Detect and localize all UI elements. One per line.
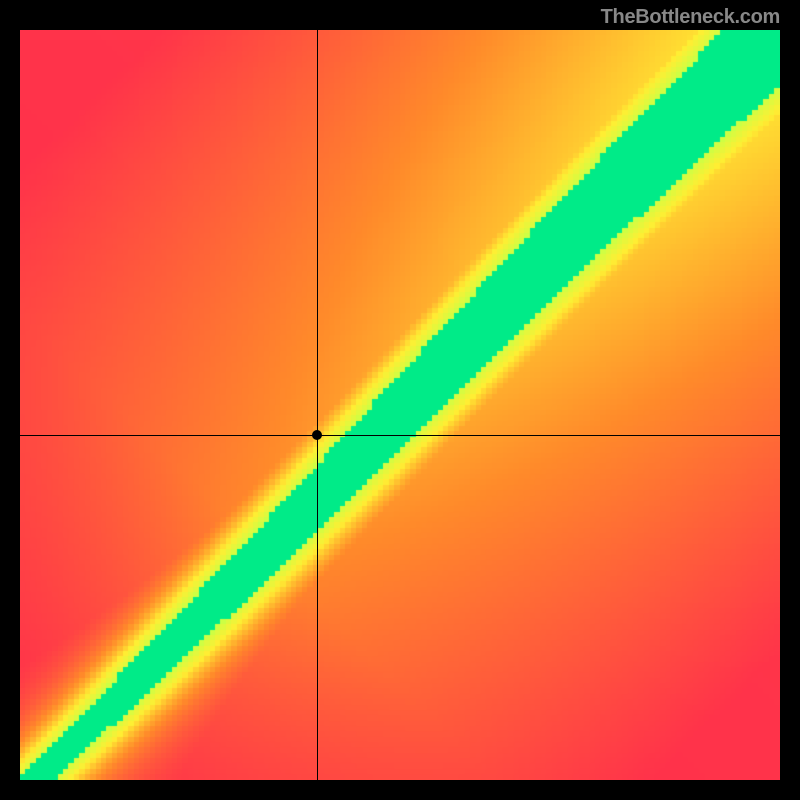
chart-container: TheBottleneck.com [0, 0, 800, 800]
heatmap-canvas [20, 30, 780, 780]
watermark-text: TheBottleneck.com [601, 6, 780, 29]
heatmap-plot [20, 30, 780, 780]
